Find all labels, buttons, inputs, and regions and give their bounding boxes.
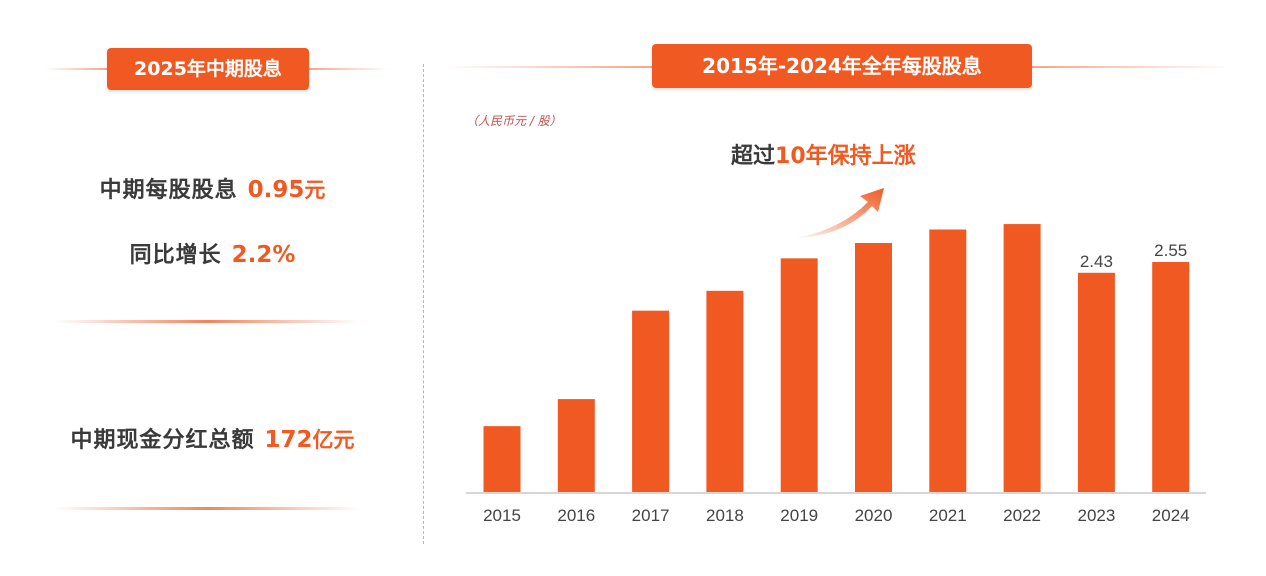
growth-note-prefix: 超过 [731,144,776,169]
bars-layer [483,224,1190,492]
total-dividend-value: 172 [264,427,313,453]
bar-2016 [557,399,595,492]
x-tick-2021: 2021 [929,506,967,525]
interim-dividend-badge: 2025年中期股息 [107,48,309,90]
bar-2020 [855,243,892,492]
annual-dps-badge: 2015年-2024年全年每股股息 [652,44,1032,88]
interim-dps-row: 中期每股股息 0.95元 [40,172,385,204]
unit-note: （人民币元 / 股） [466,114,562,128]
growth-note: 超过10年保持上涨 [731,138,916,170]
interim-dps-value: 0.95 [247,177,305,203]
left-separator-2 [55,507,360,510]
yoy-growth-row: 同比增长 2.2% [40,237,385,269]
yoy-growth-label: 同比增长 [129,243,222,268]
total-dividend-label: 中期现金分红总额 [70,428,255,453]
bar-2021 [929,229,967,492]
upward-arrow-icon [796,188,884,238]
x-tick-2015: 2015 [483,506,521,525]
x-tick-2024: 2024 [1152,506,1190,525]
bar-2019 [780,258,818,492]
x-tick-2022: 2022 [1003,506,1041,525]
bar-2018 [706,290,744,492]
data-label-2024: 2.55 [1154,241,1187,260]
x-tick-2018: 2018 [706,506,744,525]
annual-dps-bar-chart: 2015 2016 2017 2018 2019 2020 2021 2022 2023 2024… [466,224,1206,525]
panel-divider [423,64,424,544]
data-labels-layer: 2.43 2.55 [1080,241,1187,271]
data-label-2023: 2.43 [1080,252,1113,271]
x-tick-2023: 2023 [1077,506,1115,525]
total-dividend-row: 中期现金分红总额 172亿元 [40,422,385,454]
bar-2015 [483,426,521,492]
x-tick-2019: 2019 [780,506,818,525]
right-badge-rule-right [1032,66,1232,68]
left-separator-1 [55,320,360,323]
bar-2024 [1152,261,1190,492]
bar-2017 [632,310,670,492]
bar-2022 [1003,224,1041,492]
x-tick-2016: 2016 [557,506,595,525]
yoy-growth-value: 2.2% [231,242,296,268]
total-dividend-unit: 亿元 [312,428,355,452]
left-badge-rule-left [45,68,107,70]
interim-dps-unit: 元 [304,178,326,202]
interim-dps-label: 中期每股股息 [99,178,238,203]
bar-2023 [1077,272,1115,492]
left-badge-rule-right [309,68,389,70]
tick-labels-layer: 2015 2016 2017 2018 2019 2020 2021 2022 2023 2024 [483,506,1190,525]
x-tick-2020: 2020 [855,506,893,525]
growth-note-highlight: 10年保持上涨 [775,144,916,169]
x-tick-2017: 2017 [632,506,670,525]
right-badge-rule-left [445,66,652,68]
